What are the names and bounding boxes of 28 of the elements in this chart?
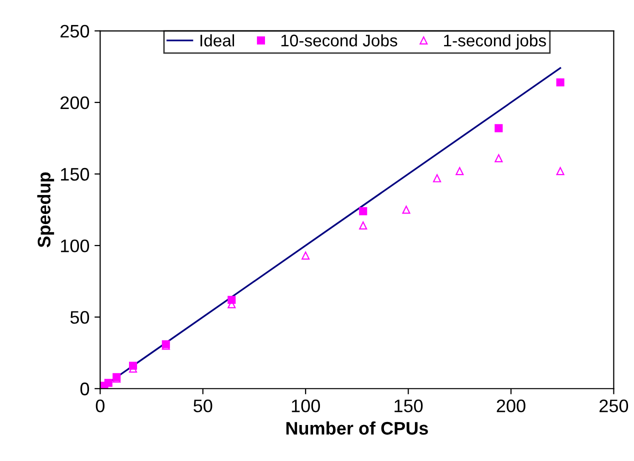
point <box>302 252 310 260</box>
legend-label: 10-second Jobs <box>281 34 398 46</box>
y-tick-label: 0 <box>80 382 90 396</box>
y-tick-label: 100 <box>61 239 90 252</box>
point <box>556 167 564 176</box>
point <box>104 378 112 387</box>
legend-label: 1-second jobs <box>444 34 546 50</box>
x-tick-label: 150 <box>394 400 423 412</box>
y-tick-label: 250 <box>60 24 90 38</box>
y-tick-label: 200 <box>60 96 90 110</box>
x-tick-label: 100 <box>292 400 320 412</box>
point <box>456 167 464 176</box>
point <box>359 221 368 230</box>
point <box>359 207 368 216</box>
y-tick-label: 50 <box>70 311 90 324</box>
point <box>402 206 410 214</box>
x-axis-title: Number of CPUs <box>286 421 428 435</box>
y-axis-title: Speedup <box>37 172 54 248</box>
x-tick-label: 200 <box>496 400 526 412</box>
x-tick-label: 0 <box>96 400 104 412</box>
y-tick-label: 150 <box>61 168 90 181</box>
point <box>556 78 564 86</box>
x-tick-label: 250 <box>600 400 628 412</box>
point <box>494 154 503 162</box>
point <box>494 124 503 132</box>
x-tick-label: 50 <box>194 400 212 412</box>
point <box>433 174 442 182</box>
legend-label: Ideal <box>200 34 234 46</box>
